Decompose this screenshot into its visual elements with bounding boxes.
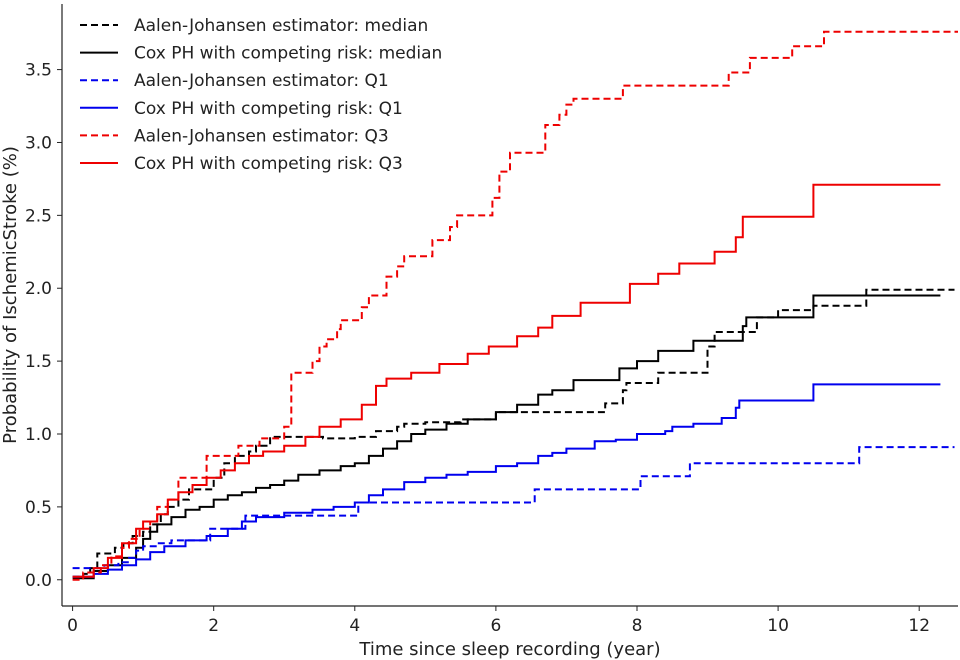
series-line-3 <box>72 383 941 578</box>
series-line-5 <box>72 183 941 578</box>
x-tick-label: 12 <box>908 616 930 636</box>
y-tick-label: 0.5 <box>25 498 52 518</box>
x-axis-label: Time since sleep recording (year) <box>358 639 660 660</box>
x-tick-label: 10 <box>767 616 789 636</box>
series-lines <box>72 30 958 581</box>
axes <box>61 4 958 607</box>
series-line-1 <box>72 294 941 580</box>
y-tick-label: 3.5 <box>25 61 52 81</box>
x-tick-label: 2 <box>208 616 219 636</box>
x-tick-label: 6 <box>490 616 501 636</box>
x-tick-label: 4 <box>349 616 360 636</box>
legend-label: Cox PH with competing risk: Q1 <box>134 99 403 119</box>
y-tick-label: 1.5 <box>25 352 52 372</box>
y-tick-label: 1.0 <box>25 425 52 445</box>
series-line-2 <box>72 446 955 570</box>
legend: Aalen-Johansen estimator: median Cox PH w… <box>80 16 442 174</box>
y-ticks: 0.0 0.5 1.0 1.5 2.0 2.5 3.0 3.5 <box>25 61 62 591</box>
y-tick-label: 3.0 <box>25 133 52 153</box>
legend-label: Cox PH with competing risk: Q3 <box>134 154 403 174</box>
series-line-4 <box>72 30 958 581</box>
legend-label: Cox PH with competing risk: median <box>134 44 442 64</box>
y-tick-label: 2.0 <box>25 279 52 299</box>
legend-label: Aalen-Johansen estimator: Q1 <box>134 71 389 91</box>
y-tick-label: 0.0 <box>25 571 52 591</box>
legend-label: Aalen-Johansen estimator: median <box>134 16 428 36</box>
series-line-0 <box>72 288 955 578</box>
y-tick-label: 2.5 <box>25 206 52 226</box>
x-ticks: 0 2 4 6 8 10 12 <box>67 606 930 636</box>
x-tick-label: 8 <box>632 616 643 636</box>
legend-label: Aalen-Johansen estimator: Q3 <box>134 126 389 146</box>
x-tick-label: 0 <box>67 616 78 636</box>
y-axis-label: Probability of IschemicStroke (%) <box>0 146 21 444</box>
